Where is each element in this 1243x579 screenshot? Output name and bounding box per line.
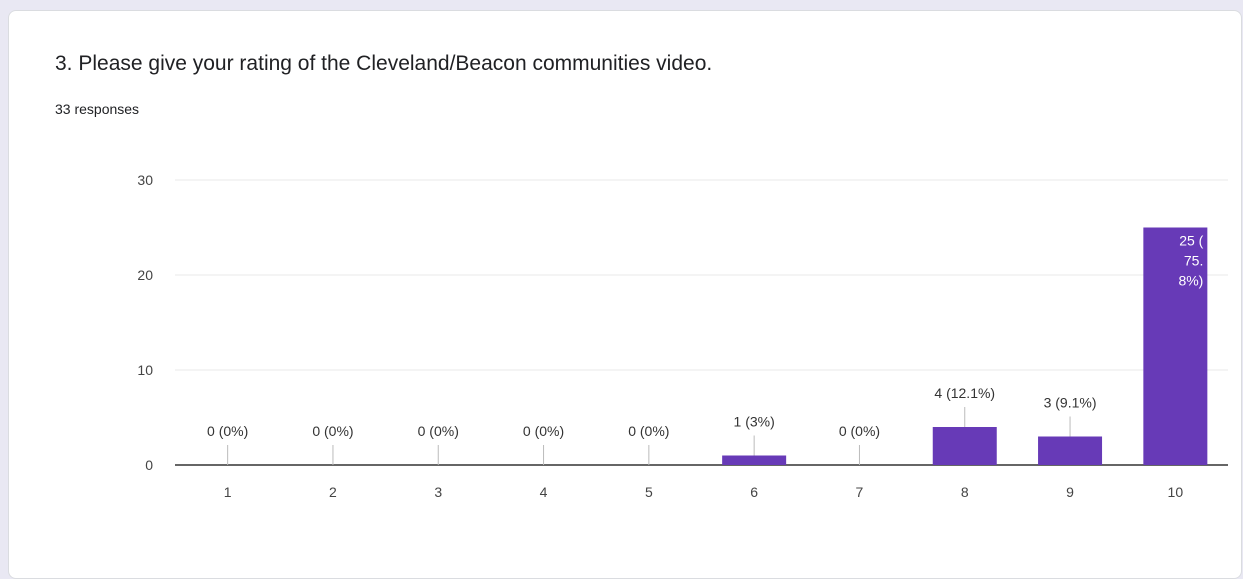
y-tick-label: 30 [137,172,153,188]
data-label: 0 (0%) [312,423,353,439]
data-label: 1 (3%) [734,414,775,430]
y-tick-label: 0 [145,457,153,473]
data-label: 0 (0%) [523,423,564,439]
x-tick-label: 10 [1168,484,1184,500]
x-tick-label: 6 [750,484,758,500]
data-label: 0 (0%) [418,423,459,439]
x-tick-label: 8 [961,484,969,500]
x-tick-label: 1 [224,484,232,500]
question-card: 3. Please give your rating of the Clevel… [8,10,1242,579]
bar-10 [1143,227,1208,465]
data-label: 4 (12.1%) [934,385,995,401]
x-tick-label: 5 [645,484,653,500]
data-label: 25 (75. 8%) [1178,233,1203,289]
bar-9 [1038,436,1103,465]
bar-6 [722,455,787,465]
data-label: 0 (0%) [839,423,880,439]
x-tick-label: 7 [856,484,864,500]
x-tick-label: 3 [434,484,442,500]
x-tick-label: 2 [329,484,337,500]
bar-8 [932,427,997,465]
x-tick-label: 4 [540,484,548,500]
question-title: 3. Please give your rating of the Clevel… [55,52,713,75]
y-tick-label: 10 [137,362,153,378]
data-label: 3 (9.1%) [1044,395,1097,411]
x-tick-label: 9 [1066,484,1074,500]
data-label: 0 (0%) [207,423,248,439]
data-label: 0 (0%) [628,423,669,439]
response-count: 33 responses [55,101,140,117]
y-tick-label: 20 [137,267,153,283]
